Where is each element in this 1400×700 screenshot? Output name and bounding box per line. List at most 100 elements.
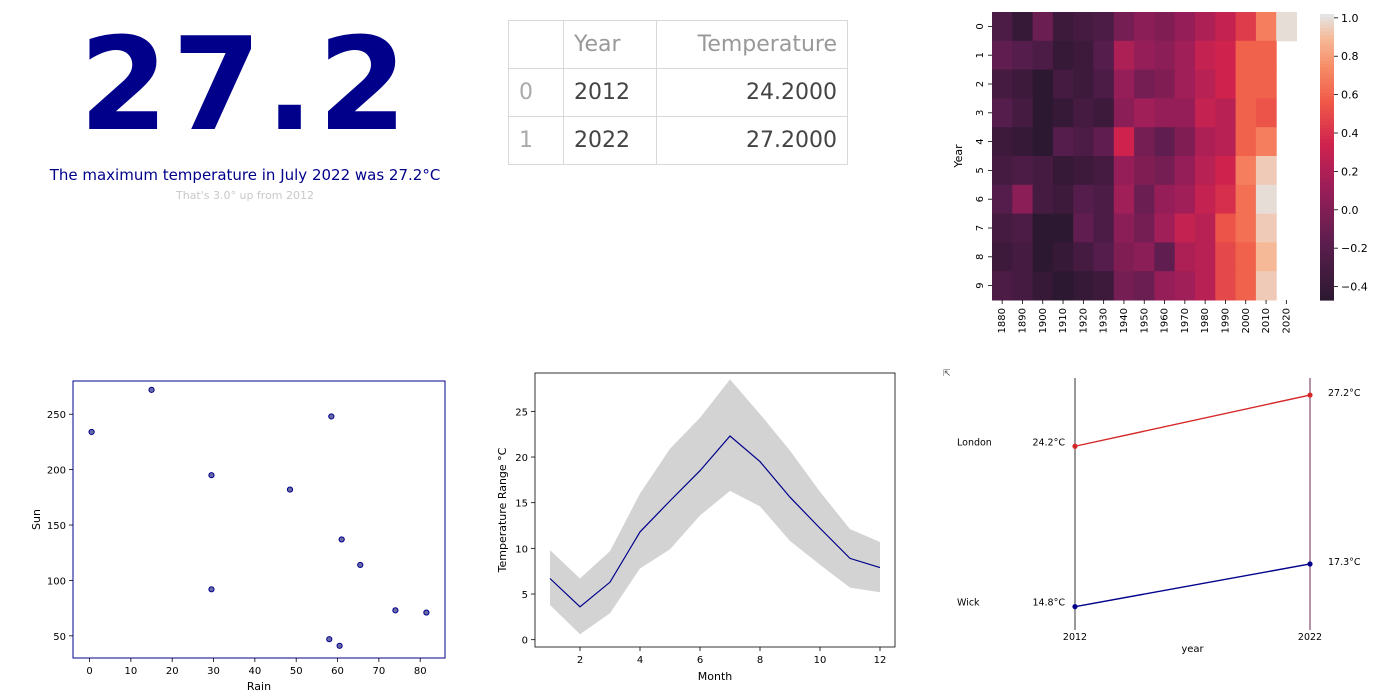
colorbar-segment (1320, 135, 1334, 140)
heatmap-cell (1012, 69, 1034, 99)
colorbar-segment (1320, 131, 1334, 137)
heatmap-cell (1134, 12, 1155, 42)
colorbar-segment (1320, 282, 1334, 287)
colorbar-segment (1320, 235, 1334, 240)
heatmap-cell (1255, 40, 1277, 71)
y-tick-label: 0 (975, 23, 986, 29)
slope-point (1307, 561, 1313, 567)
heatmap-cell (1255, 98, 1277, 128)
x-axis-label: year (1181, 644, 1204, 655)
heatmap-cell (1255, 271, 1277, 301)
colorbar-segment (1320, 103, 1334, 108)
heatmap-cell (1215, 12, 1237, 42)
colorbar-tick-label: 0.2 (1341, 165, 1359, 178)
heatmap-cell (992, 271, 1013, 301)
heatmap-cell (1012, 98, 1034, 128)
y-tick-label: 0 (522, 636, 528, 647)
slope-chart: ⇱ London 24.2°C 27.2°C Wick 14.8°C 17.3°C 2012 2… (943, 369, 1361, 655)
colorbar-segment (1320, 274, 1334, 280)
heatmap-cell (1134, 127, 1155, 157)
end-value-label: 27.2°C (1328, 388, 1361, 399)
scatter-point (208, 586, 215, 593)
scatter-point (148, 386, 155, 393)
colorbar-segment (1320, 264, 1334, 269)
y-tick-label: 15 (515, 499, 528, 510)
x-tick-label: 2020 (1281, 308, 1292, 333)
heatmap-cell (1235, 156, 1257, 186)
y-tick-label: 250 (47, 410, 66, 421)
x-tick-label: 40 (248, 666, 261, 677)
slope-line (1074, 563, 1311, 608)
mean-line (549, 435, 881, 608)
colorbar-segment (1320, 14, 1334, 19)
table-cell-year: 2022 (563, 116, 657, 165)
heatmap-cell (1235, 184, 1257, 215)
heatmap-cell (1113, 213, 1135, 243)
colorbar-segment (1320, 253, 1334, 258)
colorbar-segment (1320, 110, 1334, 115)
table-cell-temperature: 27.2000 (656, 116, 848, 165)
colorbar-segment (1320, 242, 1334, 247)
heatmap-cell (1113, 40, 1135, 71)
heatmap-cell (992, 127, 1013, 157)
heatmap-cell (1073, 184, 1094, 215)
heatmap-cell (1093, 40, 1115, 71)
heatmap-cell (1154, 40, 1176, 71)
heatmap-cell (1255, 12, 1277, 42)
colorbar-segment (1320, 128, 1334, 133)
range-band (550, 379, 880, 635)
colorbar-tick-label: 0.4 (1341, 127, 1359, 140)
colorbar-segment (1320, 67, 1334, 72)
x-tick-label: 70 (372, 666, 385, 677)
heatmap-cell (1052, 127, 1074, 157)
heatmap-cell (1113, 12, 1135, 42)
colorbar-segment (1320, 89, 1334, 94)
heatmap-cell (992, 69, 1013, 99)
heatmap-cell (1012, 184, 1034, 215)
heatmap-cell (1235, 40, 1257, 71)
scatter-point (392, 607, 399, 614)
colorbar-tick-label: 1.0 (1341, 12, 1359, 25)
heatmap-cell (1255, 156, 1277, 186)
heatmap-cell (1052, 213, 1074, 243)
y-tick-label: 10 (515, 544, 528, 555)
heatmap-cell (1174, 213, 1196, 243)
heatmap-cell (1073, 271, 1094, 301)
heatmap-cell (1052, 12, 1074, 42)
colorbar-segment (1320, 217, 1334, 222)
x-tick-label: 1990 (1220, 308, 1231, 333)
heatmap-cell (992, 156, 1013, 186)
kpi-subcaption: That's 3.0° up from 2012 (175, 189, 315, 202)
heatmap-cell (1032, 242, 1054, 272)
y-tick-label: 50 (53, 632, 66, 643)
heatmap-cell (1052, 242, 1074, 272)
x-tick-label: 1910 (1058, 308, 1069, 333)
heatmap-cell (1195, 271, 1216, 301)
heatmap-cell (1134, 242, 1155, 272)
colorbar-segment (1320, 207, 1334, 212)
heatmap-cell (1154, 271, 1176, 301)
heatmap-cell (1073, 156, 1094, 186)
heatmap-cell (1235, 12, 1257, 42)
heatmap-cell (1215, 127, 1237, 157)
colorbar-segment (1320, 260, 1334, 265)
x-tick-label: 2010 (1261, 308, 1272, 333)
kpi-value: 27.2 (79, 11, 411, 160)
colorbar-segment (1320, 106, 1334, 112)
heatmap-cell (1073, 12, 1094, 42)
x-tick-label: 80 (414, 666, 427, 677)
colorbar-segment (1320, 21, 1334, 26)
colorbar-segment (1320, 60, 1334, 65)
heatmap-cell (1235, 98, 1257, 128)
heatmap-cell (1174, 127, 1196, 157)
colorbar-segment (1320, 271, 1334, 276)
y-tick-label: 9 (975, 282, 986, 288)
colorbar-segment (1320, 185, 1334, 190)
colorbar-segment (1320, 232, 1334, 237)
heatmap-cell (1235, 271, 1257, 301)
heatmap-cell (1012, 12, 1034, 42)
table-row: 1 2022 27.2000 (508, 116, 848, 165)
heatmap-cell (1012, 242, 1034, 272)
y-tick-label: 4 (975, 138, 986, 144)
colorbar-segment (1320, 189, 1334, 194)
